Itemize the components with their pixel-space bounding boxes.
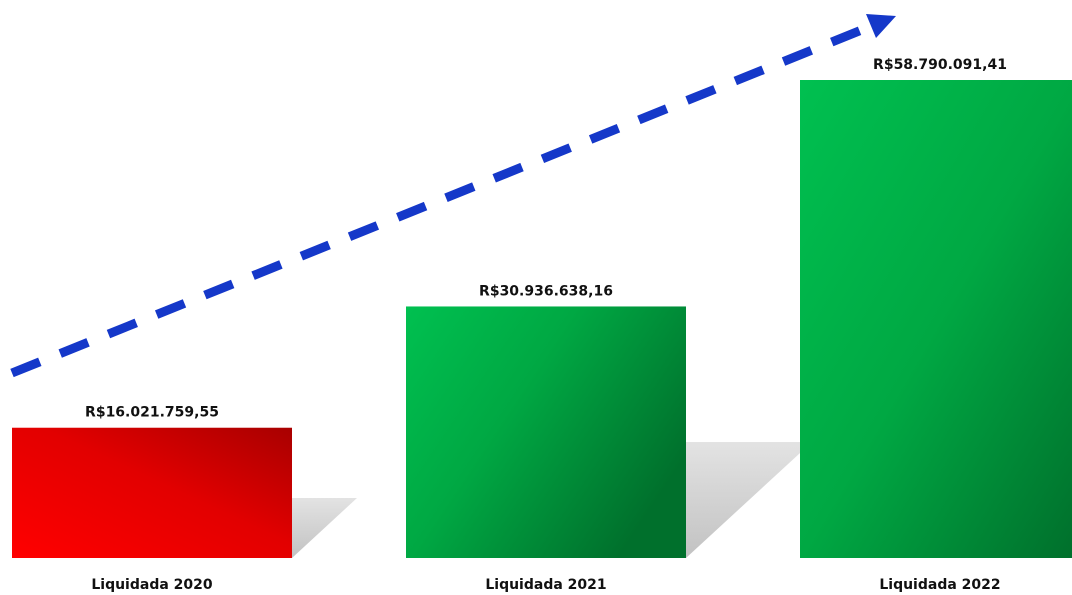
bar-1 [406,306,686,558]
bar-2 [800,80,1072,558]
trend-arrow [10,14,896,378]
value-label-2: R$58.790.091,41 [873,57,1007,73]
value-labels: R$16.021.759,55 R$30.936.638,16 R$58.790.0… [85,57,1007,421]
category-label-0: Liquidada 2020 [91,577,213,593]
category-labels: Liquidada 2020 Liquidada 2021 Liquidada 20… [91,577,1000,593]
value-label-0: R$16.021.759,55 [85,405,219,421]
bar-0 [12,427,292,558]
bars [12,80,1072,558]
trend-arrow-head [866,14,896,38]
category-label-2: Liquidada 2022 [879,577,1000,593]
category-label-1: Liquidada 2021 [485,577,606,593]
value-label-1: R$30.936.638,16 [479,283,613,299]
